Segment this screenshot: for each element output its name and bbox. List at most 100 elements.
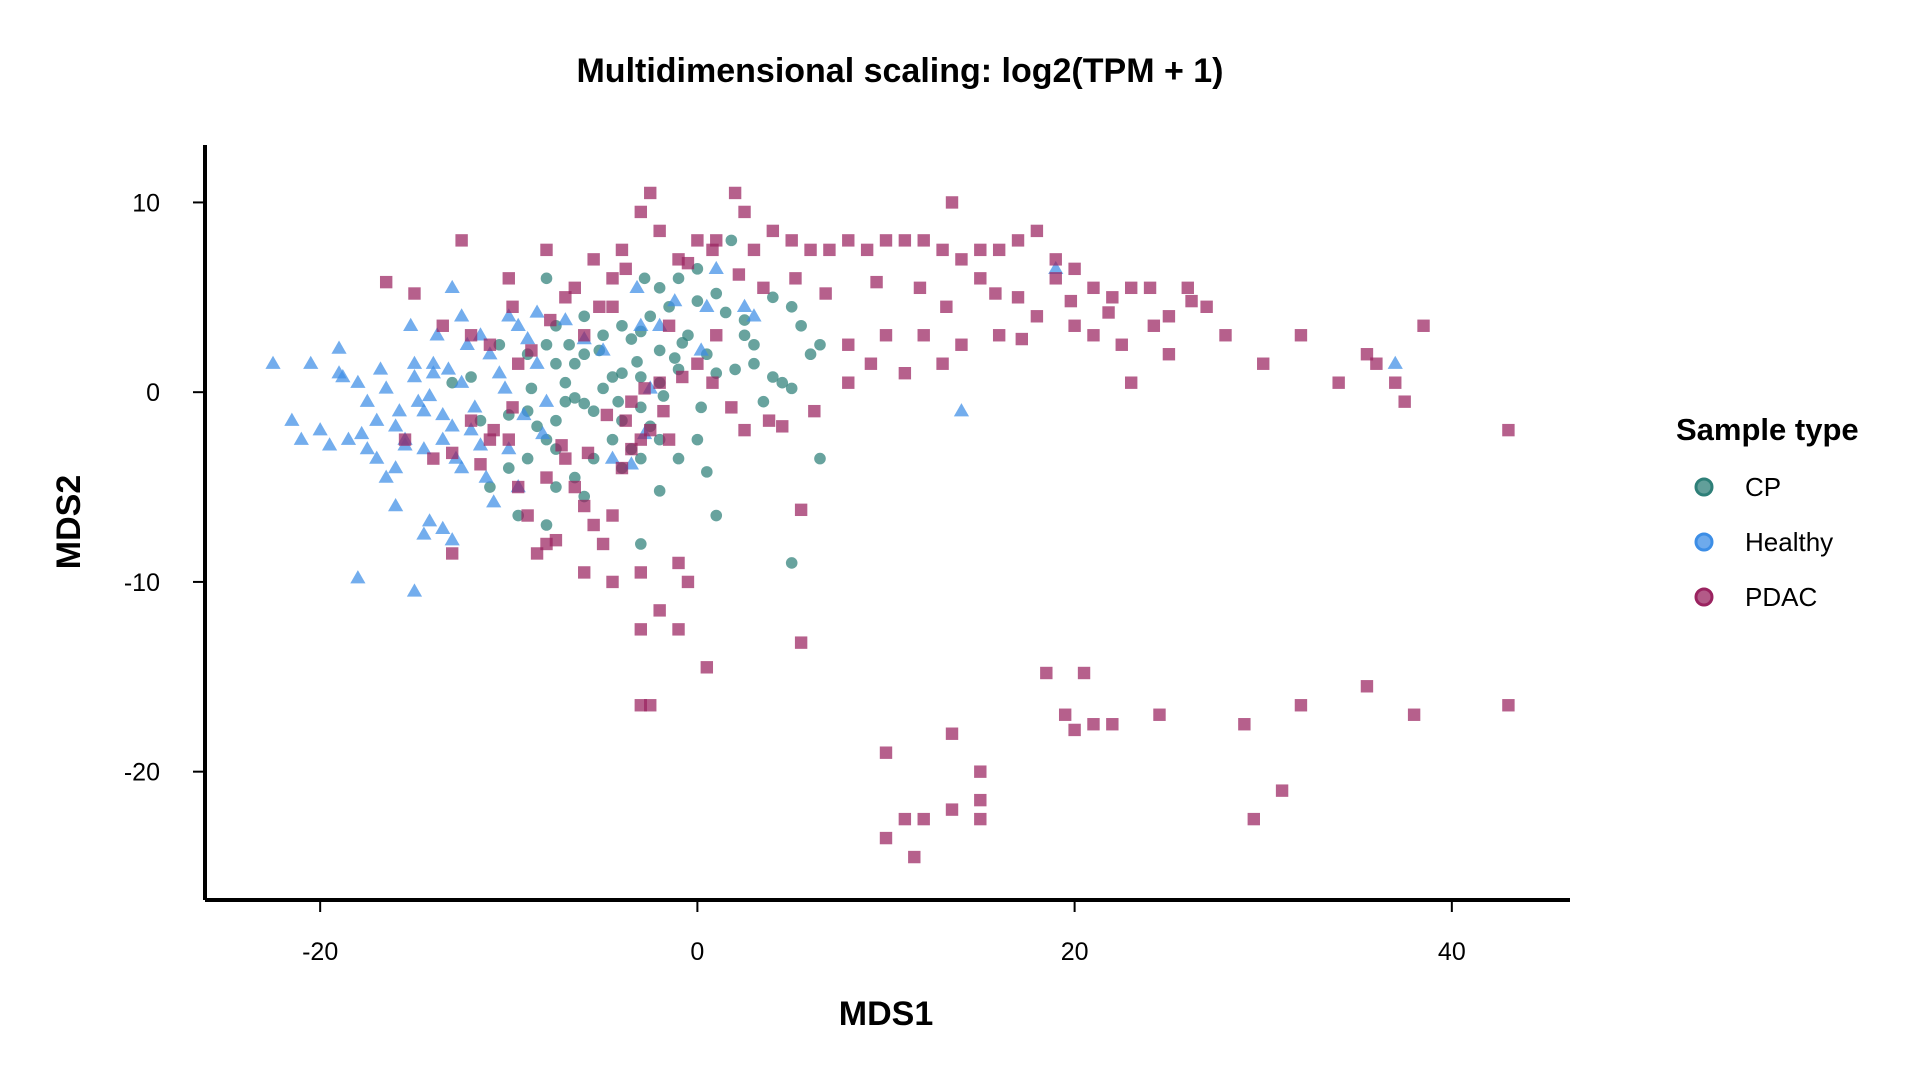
data-point-healthy [633,317,649,331]
data-point-cp [625,333,638,345]
data-point-pdac [1153,708,1166,721]
data-point-healthy [629,279,645,294]
data-point-cp [512,509,525,522]
data-point-cp [710,367,723,380]
data-point-pdac [657,404,670,418]
data-point-pdac [1087,718,1100,731]
data-point-healthy [444,279,460,294]
data-point-healthy [378,380,394,394]
data-point-healthy [482,346,498,360]
data-point-pdac [606,300,619,313]
data-point-pdac [1011,234,1025,247]
data-point-pdac [644,423,657,437]
x-axis-ticks: -20 0 20 40 [302,900,1466,966]
data-point-cp [804,348,817,361]
data-point-pdac [634,433,648,446]
data-point-pdac [776,420,789,433]
data-point-healthy [416,441,432,455]
data-point-pdac [644,186,657,200]
data-point-pdac [1087,329,1100,342]
data-point-pdac [940,300,953,313]
data-point-pdac [823,243,836,257]
data-point-pdac [1502,423,1515,437]
data-point-healthy [350,570,366,584]
data-point-pdac [955,253,968,266]
data-point-pdac [1360,348,1374,361]
data-point-pdac [860,243,874,257]
data-point-pdac [955,338,968,351]
data-point-pdac [757,281,770,295]
data-point-cp [578,397,591,410]
data-point-pdac [540,471,553,484]
data-point-healthy [444,418,460,432]
data-point-pdac [974,272,987,285]
data-point-pdac [672,623,685,636]
data-point-pdac [1015,332,1028,346]
data-point-pdac [1294,329,1308,342]
data-point-cp [653,282,666,294]
data-point-healthy [340,431,357,445]
data-point-healthy [284,412,300,426]
data-point-healthy [293,431,309,445]
data-point-pdac [540,537,553,551]
data-point-cp [795,319,807,332]
data-point-pdac [870,275,883,289]
data-point-healthy [391,403,407,417]
data-point-healthy [454,460,470,474]
data-point-pdac [1257,357,1270,370]
data-point-pdac [1124,376,1138,389]
data-point-pdac [1181,281,1194,295]
data-point-cp [710,509,723,522]
y-tick-label: -20 [124,759,160,787]
data-point-pdac [427,452,440,465]
data-point-cp [525,382,538,395]
data-point-cp [540,338,553,351]
data-point-pdac [408,287,421,300]
data-point-healthy [529,355,545,369]
data-point-healthy [425,355,441,369]
data-point-healthy [454,374,470,388]
data-point-pdac [1068,262,1081,276]
data-point-cp [676,337,689,349]
data-point-healthy [491,365,507,379]
data-point-pdac [1049,253,1062,266]
data-point-healthy [331,340,347,354]
data-point-cp [465,371,477,383]
data-point-healthy [359,393,375,407]
data-point-pdac [578,499,591,513]
series-cp [446,234,826,569]
data-point-pdac [1247,812,1260,826]
data-point-pdac [578,566,591,579]
data-point-healthy [486,494,502,508]
data-point-cp [550,357,562,370]
data-point-pdac [879,329,893,342]
data-point-pdac [710,329,723,342]
data-point-cp [748,357,760,370]
data-point-healthy [416,403,432,417]
data-point-pdac [568,480,581,494]
data-point-healthy [472,437,489,451]
data-point-cp [701,466,713,478]
data-point-pdac [842,338,855,351]
data-point-pdac [700,661,714,674]
data-point-pdac [445,446,459,460]
data-point-cp [540,272,553,285]
data-point-pdac [681,256,695,270]
data-point-pdac [974,243,987,257]
data-point-pdac [625,395,638,408]
data-point-pdac [653,224,666,238]
data-point-healthy [435,431,451,445]
data-point-pdac [913,281,927,295]
data-point-cp [691,433,704,446]
data-point-pdac [1360,680,1374,693]
data-point-pdac [653,604,666,617]
data-point-pdac [606,272,619,285]
data-point-pdac [455,234,468,247]
data-point-pdac [681,575,695,589]
data-point-pdac [725,401,738,414]
series-healthy [265,260,1403,597]
data-point-healthy [1048,260,1064,275]
data-point-cp [631,356,643,368]
data-point-healthy [693,342,709,356]
